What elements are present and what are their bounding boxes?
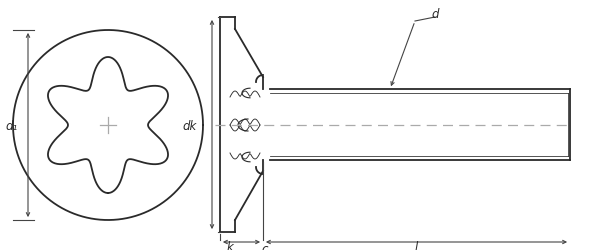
Text: d: d bbox=[431, 8, 439, 20]
Text: d₁: d₁ bbox=[6, 119, 18, 132]
Text: l: l bbox=[415, 240, 418, 250]
Text: dk: dk bbox=[183, 119, 197, 132]
Text: k: k bbox=[226, 240, 233, 250]
Text: c: c bbox=[262, 242, 268, 250]
